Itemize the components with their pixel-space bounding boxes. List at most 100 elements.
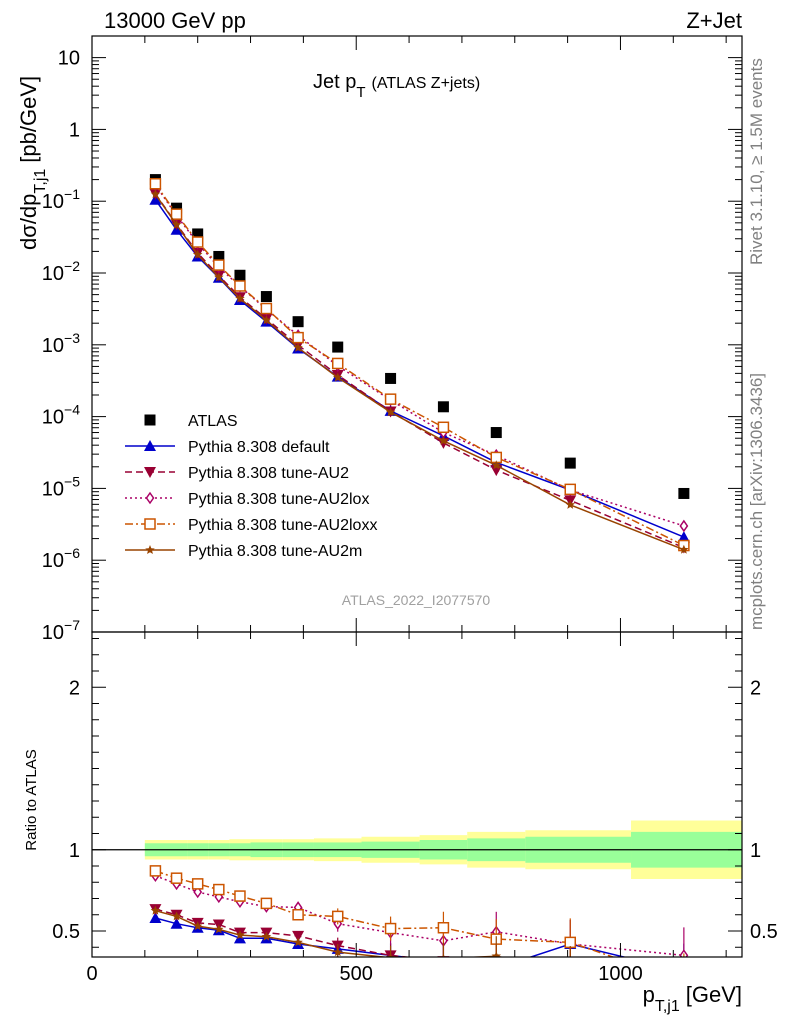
series-line-1 bbox=[154, 199, 685, 538]
ratio-point-0-10 bbox=[490, 962, 502, 973]
ratio-point-3-11 bbox=[564, 936, 577, 949]
header-left: 13000 GeV pp bbox=[104, 8, 246, 33]
ytick-exponent: −3 bbox=[64, 330, 80, 346]
xlabel-suffix: [GeV] bbox=[686, 982, 742, 1007]
ytick-exponent: −5 bbox=[64, 473, 80, 489]
point-0-2 bbox=[192, 228, 204, 240]
ytick-label-7: 1 bbox=[69, 119, 80, 141]
point-5-9 bbox=[438, 435, 449, 445]
ytick-mantissa: 10 bbox=[42, 335, 64, 357]
point-4-5 bbox=[260, 302, 273, 315]
ratio-point-4-0 bbox=[150, 905, 161, 915]
point-5-1 bbox=[171, 219, 182, 229]
legend-label-4: Pythia 8.308 tune-AU2loxx bbox=[188, 517, 377, 534]
ratio-point-4-6 bbox=[293, 937, 303, 947]
ylabel-main: dσ/dp bbox=[16, 194, 41, 250]
legend-label-1: Pythia 8.308 default bbox=[188, 439, 330, 456]
point-0-7 bbox=[332, 341, 344, 353]
ytick-mantissa: 10 bbox=[42, 191, 64, 213]
ratio-point-3-5 bbox=[260, 897, 273, 910]
point-5-5 bbox=[261, 315, 272, 325]
ytick-exponent: −4 bbox=[64, 402, 80, 418]
ratio-point-4-7 bbox=[332, 947, 343, 957]
ratio-point-3-8 bbox=[384, 922, 397, 935]
ratio-point-4-5 bbox=[261, 931, 272, 941]
point-0-11 bbox=[564, 457, 576, 469]
point-0-6 bbox=[292, 316, 304, 328]
xtick-label-1000: 1000 bbox=[598, 963, 643, 985]
ylabel-sub: T,j1 bbox=[32, 169, 49, 194]
point-0-9 bbox=[437, 401, 449, 413]
point-5-10 bbox=[491, 460, 502, 470]
series-1 bbox=[149, 193, 690, 543]
ytick-mantissa: 10 bbox=[42, 407, 64, 429]
ratio-point-4-2 bbox=[192, 921, 203, 931]
point-4-1 bbox=[170, 208, 183, 220]
point-1-12 bbox=[677, 531, 690, 543]
ytick-exponent: −1 bbox=[64, 186, 80, 202]
point-0-5 bbox=[260, 291, 272, 303]
ratio-point-4-1 bbox=[171, 911, 182, 921]
point-4-8 bbox=[384, 393, 397, 405]
point-0-1 bbox=[171, 202, 183, 214]
rtick-label-right-2: 2 bbox=[750, 677, 761, 699]
point-5-0 bbox=[150, 189, 161, 199]
xtick-label-500: 500 bbox=[340, 963, 373, 985]
ratio-point-0-12 bbox=[678, 966, 690, 977]
point-0-12 bbox=[678, 487, 690, 499]
point-4-9 bbox=[437, 421, 450, 434]
ytick-label-3: 10−4 bbox=[42, 402, 80, 429]
ytick-mantissa: 10 bbox=[58, 48, 80, 70]
ytick-exponent: −6 bbox=[64, 545, 80, 561]
ratio-point-3-3 bbox=[213, 883, 225, 896]
main-lines bbox=[149, 174, 690, 554]
point-0-3 bbox=[213, 250, 225, 262]
point-0-10 bbox=[490, 427, 502, 439]
point-4-3 bbox=[213, 259, 225, 271]
ratio-point-3-9 bbox=[437, 922, 450, 934]
ratio-lines bbox=[149, 865, 690, 977]
ratio-point-1-10 bbox=[490, 959, 502, 970]
rtick-label-right-1: 1 bbox=[750, 840, 761, 862]
point-4-2 bbox=[191, 236, 204, 248]
point-5-8 bbox=[385, 407, 396, 417]
upper-ylabel: dσ/dpT,j1 [pb/GeV] bbox=[16, 76, 49, 250]
ytick-exponent: −7 bbox=[64, 617, 80, 633]
ylabel-suffix: [pb/GeV] bbox=[16, 76, 41, 163]
ratio-point-3-2 bbox=[191, 878, 204, 890]
lower-frame bbox=[91, 631, 743, 958]
ytick-label-5: 10−2 bbox=[42, 258, 80, 285]
legend-label-3: Pythia 8.308 tune-AU2lox bbox=[188, 491, 369, 508]
ratio-series-4 bbox=[150, 905, 571, 957]
ytick-mantissa: 10 bbox=[42, 550, 64, 572]
upper-panel-title: Jet pT (ATLAS Z+jets) bbox=[313, 71, 480, 101]
ratio-point-4-3 bbox=[214, 924, 224, 934]
ratio-point-3-0 bbox=[149, 865, 162, 877]
ytick-mantissa: 10 bbox=[42, 263, 64, 285]
title-suffix: (ATLAS Z+jets) bbox=[372, 75, 481, 92]
ytick-label-2: 10−5 bbox=[42, 473, 80, 500]
side-text-upper: Rivet 3.1.10, ≥ 1.5M events bbox=[747, 58, 766, 265]
ytick-label-8: 10 bbox=[58, 48, 80, 70]
point-0-4 bbox=[234, 269, 246, 281]
rtick-label-left-2: 2 bbox=[69, 677, 80, 699]
point-2-10 bbox=[490, 465, 503, 477]
ratio-point-4-8 bbox=[385, 952, 396, 957]
point-5-11 bbox=[565, 499, 576, 509]
ratio-point-4-4 bbox=[235, 930, 245, 940]
header-right: Z+Jet bbox=[686, 8, 742, 33]
legend-label-2: Pythia 8.308 tune-AU2 bbox=[188, 465, 349, 482]
ratio-point-3-4 bbox=[234, 890, 246, 902]
ytick-label-0: 10−7 bbox=[42, 617, 80, 644]
ytick-mantissa: 1 bbox=[69, 119, 80, 141]
rtick-label-left-1: 1 bbox=[69, 840, 80, 862]
point-5-3 bbox=[214, 272, 224, 282]
series-4 bbox=[149, 178, 690, 552]
point-3-12 bbox=[679, 519, 689, 533]
ratio-point-1-11 bbox=[564, 959, 576, 970]
legend-label-0: ATLAS bbox=[188, 413, 238, 430]
point-4-4 bbox=[234, 280, 246, 292]
ytick-label-4: 10−3 bbox=[42, 330, 80, 357]
point-5-4 bbox=[235, 293, 245, 303]
